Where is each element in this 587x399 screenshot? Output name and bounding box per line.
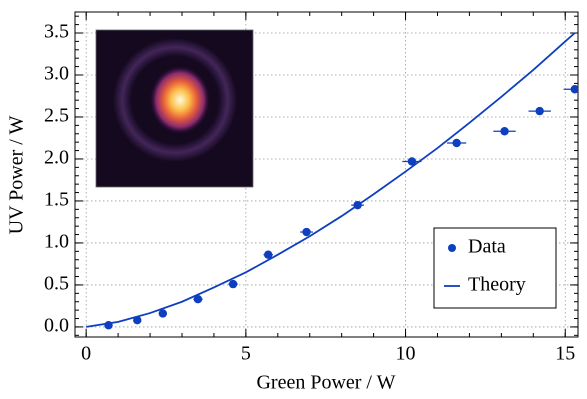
y-tick-label: 0.5	[44, 273, 69, 295]
y-tick-label: 3.0	[44, 63, 69, 85]
legend-marker	[448, 244, 456, 252]
data-point	[302, 228, 310, 236]
y-tick-label: 1.5	[44, 189, 69, 211]
x-tick-label: 15	[555, 343, 575, 365]
data-point	[535, 107, 543, 115]
legend-label: Theory	[468, 274, 526, 296]
y-tick-label: 1.0	[44, 231, 69, 253]
x-tick-label: 5	[241, 343, 251, 365]
x-axis-label: Green Power / W	[256, 372, 395, 394]
data-point	[500, 127, 508, 135]
data-point	[452, 139, 460, 147]
y-tick-label: 2.5	[44, 105, 69, 127]
y-axis-label: UV Power / W	[6, 116, 28, 235]
x-tick-label: 10	[396, 343, 416, 365]
y-tick-label: 0.0	[44, 315, 69, 337]
legend-label: Data	[468, 236, 506, 258]
data-point	[571, 85, 579, 93]
x-tick-label: 0	[81, 343, 91, 365]
data-point	[159, 309, 167, 317]
y-tick-label: 3.5	[44, 21, 69, 43]
chart: Green Power / W UV Power / W 0 5 10 15 0.0 0.…	[0, 0, 587, 399]
y-tick-label: 2.0	[44, 147, 69, 169]
data-point	[229, 280, 237, 288]
beam-profile-inset	[96, 30, 253, 187]
